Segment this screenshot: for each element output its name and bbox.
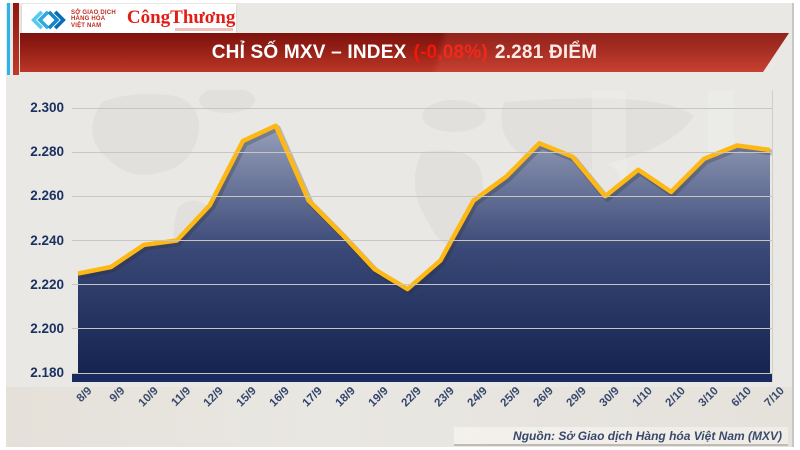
left-accent-red-bar — [13, 3, 19, 75]
mxv-logo-text-line: SỞ GIAO DỊCH — [71, 9, 116, 16]
congthuong-logo: CôngThương — [126, 6, 236, 31]
y-axis-label: 2.240 — [30, 232, 64, 248]
gridline — [72, 195, 772, 197]
y-axis-label: 2.300 — [30, 100, 64, 115]
x-axis-label: 18/9 — [333, 385, 359, 410]
mxv-logo-text-line: VIỆT NAM — [71, 22, 102, 29]
logo-box: SỞ GIAO DỊCH HÀNG HÓA VIỆT NAM CôngThươn… — [22, 4, 236, 35]
left-accent-cyan-bar — [7, 3, 10, 75]
area-fill — [78, 125, 770, 373]
gridline — [72, 328, 772, 330]
y-axis-label: 2.280 — [30, 144, 64, 160]
chart-plot-area — [72, 90, 773, 382]
source-box: Nguồn: Sở Giao dịch Hàng hóa Việt Nam (M… — [454, 427, 788, 446]
y-axis-label: 2.220 — [30, 276, 64, 292]
mxv-logo-text-line: HÀNG HÓA — [71, 16, 106, 23]
x-axis-label: 10/9 — [136, 385, 161, 410]
gridline — [72, 372, 772, 374]
source-text: Nguồn: Sở Giao dịch Hàng hóa Việt Nam (M… — [513, 428, 782, 443]
x-axis-label: 30/9 — [597, 385, 622, 410]
x-axis-label: 11/9 — [169, 385, 194, 409]
x-axis-label: 3/10 — [696, 385, 721, 410]
x-axis-label: 23/9 — [432, 385, 457, 410]
x-axis-label: 1/10 — [630, 385, 655, 410]
y-axis-label: 2.180 — [30, 365, 64, 380]
gridline — [72, 107, 772, 109]
gridline — [72, 240, 772, 241]
x-axis-label: 26/9 — [531, 385, 556, 410]
index-area-chart — [72, 123, 773, 382]
title-banner: CHỈ SỐ MXV – INDEX (-0,08%) 2.281 ĐIỂM — [20, 33, 789, 72]
x-axis-label: 8/9 — [74, 385, 95, 405]
x-axis-label: 19/9 — [366, 385, 392, 410]
x-axis-label: 25/9 — [498, 385, 523, 410]
x-axis-label: 9/9 — [107, 385, 128, 405]
banner-title: CHỈ SỐ MXV – INDEX — [211, 41, 407, 63]
x-axis-label: 6/10 — [729, 385, 754, 410]
y-axis-label: 2.260 — [30, 188, 64, 204]
x-axis-label: 22/9 — [399, 385, 425, 410]
x-axis-label: 17/9 — [300, 385, 326, 410]
x-axis-label: 15/9 — [234, 385, 260, 410]
x-axis-label: 12/9 — [201, 385, 227, 410]
gridline — [72, 151, 772, 153]
banner-change-percent: (-0,08%) — [413, 41, 488, 63]
congthuong-logo-text: CôngThương — [126, 6, 236, 28]
x-axis-label: 16/9 — [267, 385, 293, 410]
x-axis-label: 7/10 — [762, 385, 787, 410]
infographic-background: SỞ GIAO DỊCH HÀNG HÓA VIỆT NAM CôngThươn… — [6, 3, 794, 447]
mxv-logo-icon — [31, 10, 66, 29]
mxv-logo-text: SỞ GIAO DỊCH HÀNG HÓA VIỆT NAM — [71, 10, 116, 30]
gridline — [72, 284, 772, 286]
y-axis-label: 2.200 — [30, 320, 64, 336]
x-axis-label: 29/9 — [564, 385, 589, 410]
x-axis-label: 24/9 — [465, 385, 490, 410]
congthuong-tagline-bar — [174, 27, 233, 31]
banner-index-value: 2.281 ĐIỂM — [494, 41, 598, 63]
x-axis-label: 2/10 — [663, 385, 688, 410]
index-line — [77, 123, 771, 292]
x-axis-bar — [72, 373, 772, 382]
